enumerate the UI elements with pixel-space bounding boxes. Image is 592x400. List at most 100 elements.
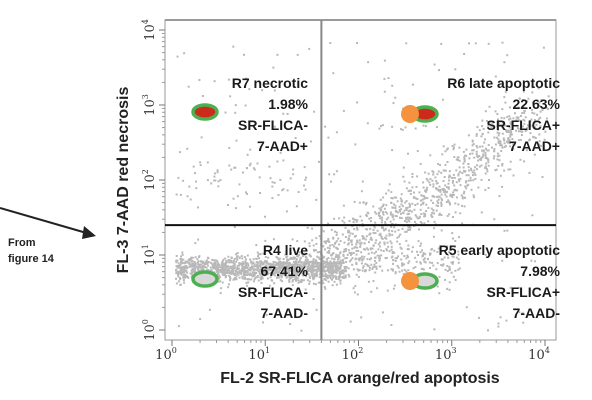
scatter-point xyxy=(340,269,343,272)
scatter-point xyxy=(287,264,290,267)
scatter-point xyxy=(266,277,269,280)
scatter-point xyxy=(386,212,389,215)
scatter-point xyxy=(481,156,484,159)
scatter-point xyxy=(311,276,314,279)
scatter-point xyxy=(227,78,230,81)
scatter-point xyxy=(197,266,200,269)
y-tick-label: 102 xyxy=(141,169,158,191)
scatter-point xyxy=(448,179,451,182)
scatter-point xyxy=(297,261,300,264)
scatter-point xyxy=(220,287,223,290)
scatter-point xyxy=(357,269,360,272)
scatter-point xyxy=(217,280,220,283)
scatter-point xyxy=(305,256,308,259)
scatter-point xyxy=(276,53,279,56)
scatter-point xyxy=(436,195,438,198)
scatter-point xyxy=(351,232,354,235)
scatter-point xyxy=(383,90,386,93)
scatter-point xyxy=(398,205,401,208)
scatter-point xyxy=(374,256,377,259)
scatter-point xyxy=(281,266,284,269)
scatter-point xyxy=(405,187,408,190)
scatter-point xyxy=(522,90,525,93)
scatter-point xyxy=(257,253,260,256)
scatter-point xyxy=(435,126,438,129)
scatter-point xyxy=(399,246,402,249)
scatter-point xyxy=(286,260,289,263)
scatter-point xyxy=(179,278,182,281)
scatter-point xyxy=(506,140,508,143)
scatter-point xyxy=(487,124,490,127)
scatter-point xyxy=(230,168,233,171)
scatter-point xyxy=(194,242,197,245)
scatter-point xyxy=(278,264,281,267)
scatter-point xyxy=(335,278,338,280)
scatter-point xyxy=(375,265,378,268)
scatter-point xyxy=(252,258,255,261)
scatter-point xyxy=(512,148,515,150)
scatter-point xyxy=(211,266,214,269)
scatter-point xyxy=(384,211,387,214)
scatter-point xyxy=(451,194,454,196)
scatter-point xyxy=(493,150,496,153)
scatter-point xyxy=(194,172,196,175)
scatter-point xyxy=(265,260,268,263)
scatter-point xyxy=(222,258,225,261)
scatter-point xyxy=(294,266,297,269)
scatter-point xyxy=(249,148,252,151)
scatter-point xyxy=(253,168,256,171)
scatter-point xyxy=(199,161,202,164)
scatter-point xyxy=(338,261,341,264)
scatter-point xyxy=(351,263,354,266)
scatter-point xyxy=(286,258,289,261)
scatter-point xyxy=(183,268,186,271)
scatter-point xyxy=(458,267,461,270)
scatter-point xyxy=(331,284,334,287)
scatter-point xyxy=(525,128,528,131)
scatter-point xyxy=(430,213,433,216)
scatter-point xyxy=(267,256,270,259)
scatter-point xyxy=(347,243,349,246)
scatter-point xyxy=(311,273,314,276)
scatter-point xyxy=(323,256,326,259)
scatter-point xyxy=(498,159,501,162)
scatter-point xyxy=(302,254,305,257)
scatter-point xyxy=(476,126,479,129)
scatter-point xyxy=(319,269,322,272)
scatter-point xyxy=(447,182,450,185)
scatter-point xyxy=(235,275,238,278)
scatter-point xyxy=(276,275,279,278)
scatter-point xyxy=(386,241,389,244)
scatter-point xyxy=(241,277,244,280)
scatter-point xyxy=(241,265,244,268)
scatter-point xyxy=(262,270,265,273)
scatter-point xyxy=(336,269,339,272)
scatter-point xyxy=(311,274,314,277)
scatter-point xyxy=(448,176,450,179)
scatter-point xyxy=(505,254,508,257)
scatter-point xyxy=(370,257,372,260)
scatter-point xyxy=(366,211,369,214)
scatter-point xyxy=(471,149,474,152)
scatter-point xyxy=(297,255,300,258)
scatter-point xyxy=(308,242,311,245)
scatter-point xyxy=(234,166,237,169)
scatter-point xyxy=(380,235,383,238)
scatter-point xyxy=(289,275,292,278)
scatter-point xyxy=(246,192,248,195)
scatter-point xyxy=(473,156,476,159)
scatter-point xyxy=(506,229,509,232)
scatter-point xyxy=(316,270,319,273)
scatter-point xyxy=(531,91,534,94)
scatter-point xyxy=(480,211,483,214)
scatter-point xyxy=(382,213,385,216)
scatter-point xyxy=(283,273,286,275)
scatter-point xyxy=(440,171,443,174)
scatter-point xyxy=(482,154,485,157)
scatter-point xyxy=(347,273,350,276)
scatter-point xyxy=(373,259,376,262)
scatter-point xyxy=(487,42,490,45)
scatter-point xyxy=(200,268,203,271)
scatter-point xyxy=(356,268,359,271)
scatter-point xyxy=(504,145,507,148)
